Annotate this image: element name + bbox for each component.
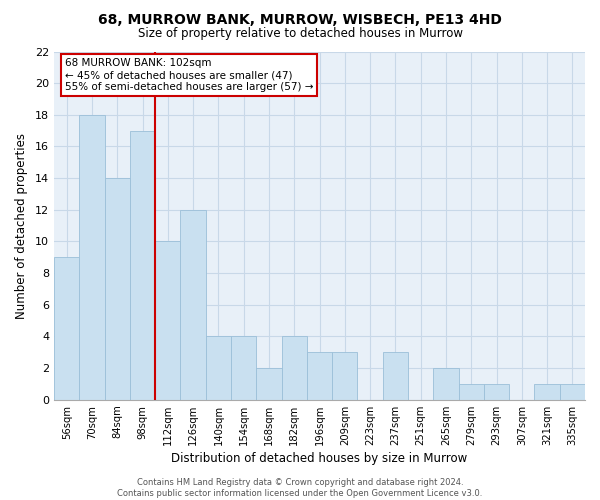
Text: 68 MURROW BANK: 102sqm
← 45% of detached houses are smaller (47)
55% of semi-det: 68 MURROW BANK: 102sqm ← 45% of detached… bbox=[65, 58, 313, 92]
Bar bbox=[281, 336, 307, 400]
Bar bbox=[79, 115, 104, 400]
Bar bbox=[181, 210, 206, 400]
Bar bbox=[560, 384, 585, 400]
Bar bbox=[433, 368, 458, 400]
Bar bbox=[155, 242, 181, 400]
Text: 68, MURROW BANK, MURROW, WISBECH, PE13 4HD: 68, MURROW BANK, MURROW, WISBECH, PE13 4… bbox=[98, 12, 502, 26]
Bar bbox=[104, 178, 130, 400]
X-axis label: Distribution of detached houses by size in Murrow: Distribution of detached houses by size … bbox=[172, 452, 467, 465]
Bar bbox=[458, 384, 484, 400]
Bar bbox=[484, 384, 509, 400]
Y-axis label: Number of detached properties: Number of detached properties bbox=[15, 132, 28, 318]
Bar bbox=[206, 336, 231, 400]
Bar bbox=[535, 384, 560, 400]
Bar bbox=[130, 130, 155, 400]
Bar bbox=[307, 352, 332, 400]
Text: Size of property relative to detached houses in Murrow: Size of property relative to detached ho… bbox=[137, 28, 463, 40]
Bar bbox=[231, 336, 256, 400]
Bar bbox=[383, 352, 408, 400]
Bar bbox=[256, 368, 281, 400]
Text: Contains HM Land Registry data © Crown copyright and database right 2024.
Contai: Contains HM Land Registry data © Crown c… bbox=[118, 478, 482, 498]
Bar bbox=[54, 258, 79, 400]
Bar bbox=[332, 352, 358, 400]
